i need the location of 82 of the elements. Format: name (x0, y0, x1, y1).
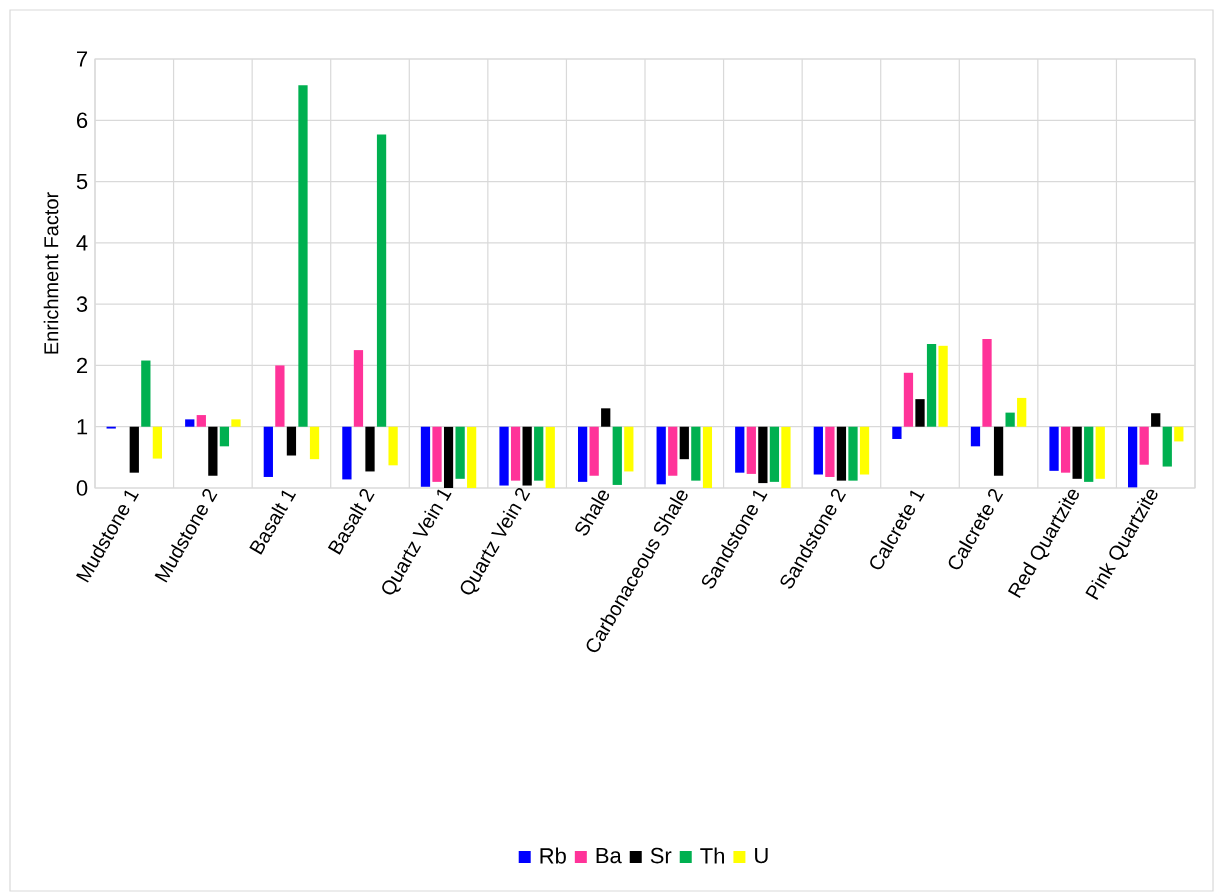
bar (679, 426, 689, 460)
bar (601, 408, 611, 427)
bar (624, 426, 634, 472)
bar (1139, 426, 1149, 465)
bar (1095, 426, 1105, 479)
bar (545, 426, 555, 488)
legend-label: Th (700, 847, 724, 864)
legend-label: Ba (596, 847, 622, 864)
bar (286, 426, 297, 456)
bar (263, 426, 273, 477)
bar (735, 426, 745, 473)
bar (275, 365, 285, 427)
y-tick-label: 5 (76, 173, 88, 190)
bar (589, 426, 599, 476)
bar (353, 350, 364, 427)
bar (196, 415, 206, 427)
bar (129, 426, 139, 473)
bar (577, 426, 588, 482)
bar (455, 426, 465, 479)
bar (1084, 426, 1094, 482)
bar (467, 426, 477, 488)
y-tick-label: 0 (76, 480, 88, 496)
bar (231, 419, 241, 427)
y-tick-label: 7 (77, 51, 88, 67)
bar (499, 426, 509, 486)
y-tick-label: 6 (77, 112, 88, 129)
bar (208, 426, 218, 476)
y-tick-label: 4 (76, 235, 88, 251)
bar (691, 426, 701, 481)
y-tick-label: 2 (77, 357, 88, 374)
bar (702, 426, 713, 488)
bar (668, 426, 678, 476)
bar (388, 426, 398, 466)
bar (746, 426, 756, 474)
bar (938, 345, 948, 427)
bar (420, 426, 431, 487)
y-tick-label: 1 (77, 419, 88, 435)
bar (1162, 426, 1172, 467)
bar (1151, 413, 1161, 427)
bar (376, 134, 387, 427)
legend-label: Sr (650, 847, 672, 864)
bar (219, 426, 230, 447)
bar (926, 343, 937, 427)
bar (510, 426, 521, 481)
bar (903, 372, 914, 427)
legend-label: Rb (540, 847, 566, 864)
bar (970, 426, 981, 447)
bar (813, 426, 823, 475)
bar (534, 426, 544, 481)
bar (1017, 397, 1027, 427)
bar (982, 339, 992, 427)
bar (769, 426, 780, 482)
bar (825, 426, 835, 477)
bar (185, 419, 195, 427)
bar (1060, 426, 1071, 473)
bar (309, 426, 320, 460)
bar (1005, 412, 1015, 427)
bar (612, 426, 622, 485)
bar (443, 426, 454, 488)
bar (141, 360, 151, 427)
bar (365, 426, 375, 472)
bar (892, 426, 902, 439)
bar (1174, 426, 1184, 442)
bar (656, 426, 666, 485)
bar (781, 426, 791, 488)
bar (522, 426, 532, 486)
bar (758, 426, 768, 484)
bar (298, 85, 308, 427)
y-tick-label: 3 (76, 296, 88, 312)
bar (432, 426, 442, 482)
bar (848, 426, 858, 481)
bar (1049, 426, 1059, 471)
bar (915, 399, 925, 427)
bar (152, 426, 163, 459)
bar (1127, 426, 1138, 488)
y-axis-title: Enrichment Factor (43, 192, 59, 354)
bar (342, 426, 352, 480)
legend-label: U (755, 847, 768, 864)
bar (859, 426, 870, 475)
bar (836, 426, 847, 481)
bar (1072, 426, 1082, 479)
bar (993, 426, 1004, 476)
